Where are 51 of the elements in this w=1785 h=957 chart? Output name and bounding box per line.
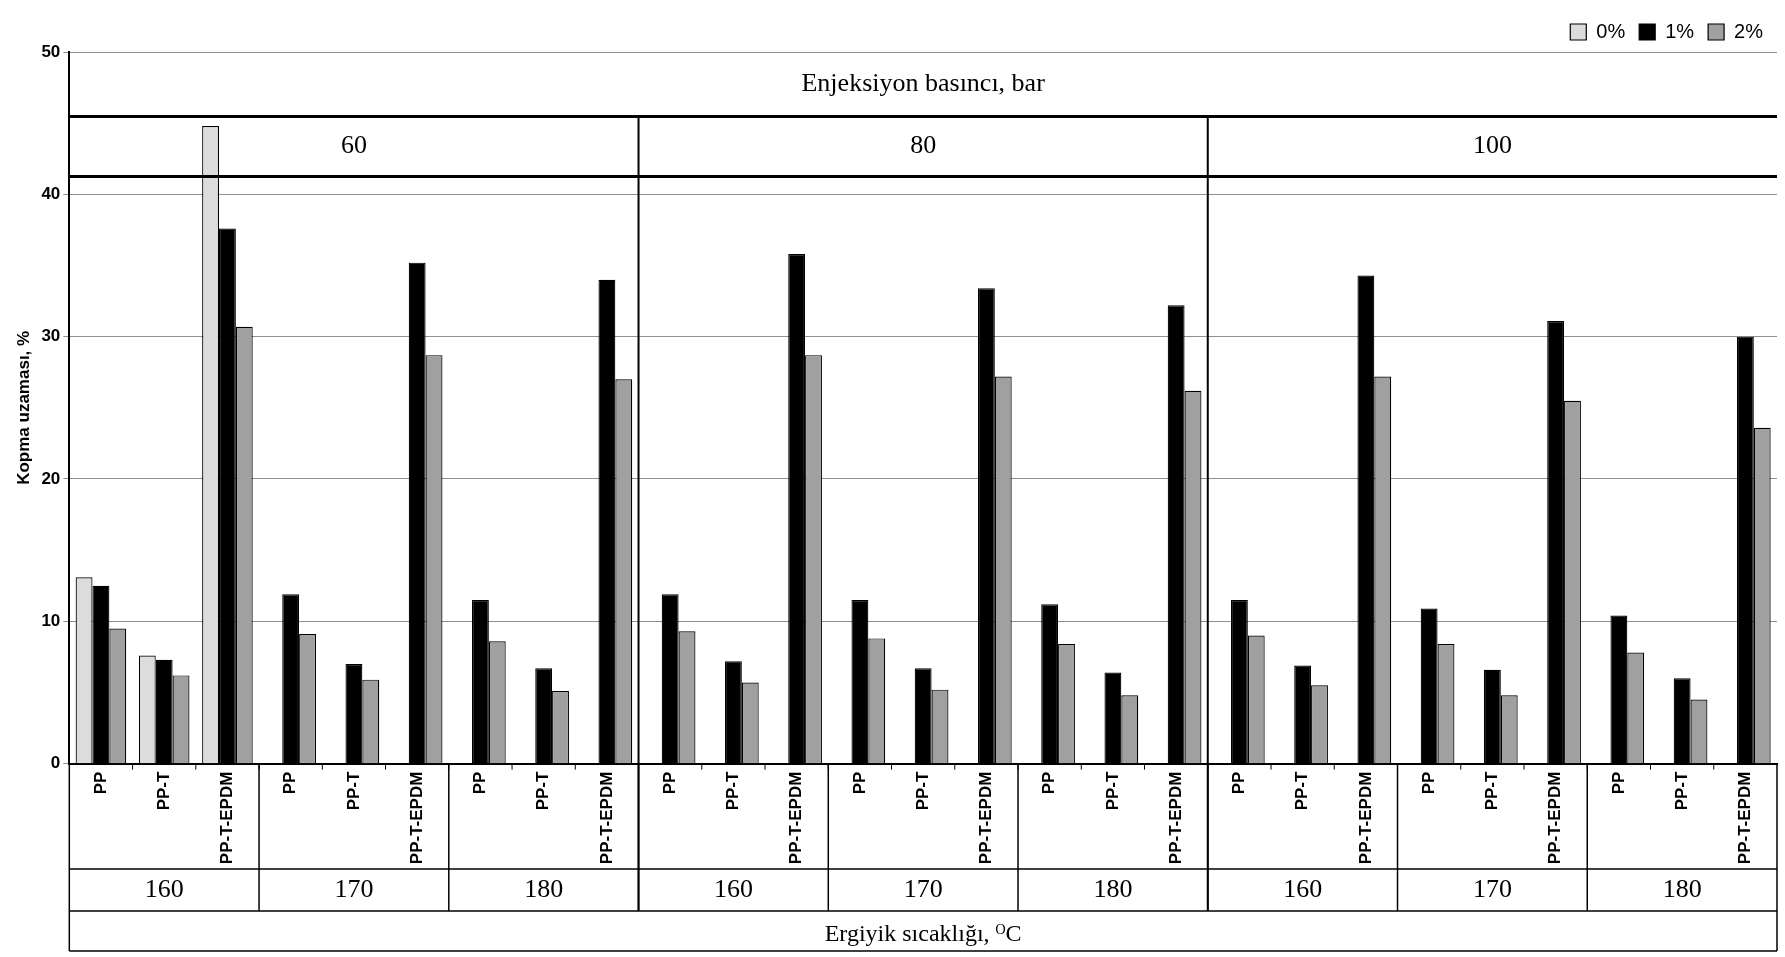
x-tick-label: PP-T-EPDM bbox=[976, 771, 996, 865]
x-tick-label: PP-T bbox=[153, 771, 173, 811]
y-tick-label: 10 bbox=[41, 611, 61, 630]
x-tick-label: PP-T bbox=[1671, 771, 1691, 811]
annotation: 60 bbox=[340, 130, 367, 160]
text: 170 bbox=[1472, 873, 1512, 903]
legend-label: 1% bbox=[1665, 19, 1695, 42]
x-tick-label: PP-T bbox=[723, 771, 743, 811]
y-tick-label: 20 bbox=[41, 468, 61, 488]
x-tick-label: PP-T-EPDM bbox=[1355, 771, 1375, 865]
x-tick-label: PP-T-EPDM bbox=[406, 771, 426, 865]
x-tick-label: PP bbox=[659, 771, 679, 795]
legend-label: 2% bbox=[1734, 19, 1764, 42]
text: 160 bbox=[1283, 873, 1323, 903]
annotation: 80 bbox=[910, 130, 937, 160]
text: 180 bbox=[1093, 873, 1133, 903]
x-tick-label: PP-T-EPDM bbox=[596, 771, 616, 865]
x-tick-label: PP bbox=[280, 771, 300, 795]
x-tick-label: PP bbox=[470, 771, 490, 795]
x-tick-label: PP-T-EPDM bbox=[217, 771, 237, 865]
text: 180 bbox=[524, 873, 564, 903]
x-tick-label: PP bbox=[1229, 771, 1249, 795]
y-tick-label: 30 bbox=[41, 326, 61, 346]
x-tick-label: PP bbox=[1608, 771, 1628, 795]
x-tick-label: PP bbox=[90, 771, 110, 795]
y-tick-label: 40 bbox=[41, 184, 61, 204]
x-tick-label: PP-T-EPDM bbox=[1735, 771, 1755, 865]
x-tick-label: PP-T-EPDM bbox=[1545, 771, 1565, 865]
annotation: Enjeksiyon basıncı, bar bbox=[801, 67, 1046, 97]
x-tick-label: PP-T-EPDM bbox=[786, 771, 806, 865]
y-axis-title: Kopma uzaması, % bbox=[13, 330, 33, 485]
x-axis-title: Ergiyik sıcaklığı, ᴼC bbox=[824, 919, 1022, 946]
text: 170 bbox=[334, 873, 374, 903]
annotation: 100 bbox=[1472, 130, 1512, 160]
x-tick-label: PP-T bbox=[533, 771, 553, 811]
text: 180 bbox=[1662, 873, 1702, 903]
text: 160 bbox=[144, 873, 184, 903]
x-tick-label: PP-T bbox=[1482, 771, 1502, 811]
x-tick-label: PP-T bbox=[1102, 771, 1122, 811]
x-tick-label: PP bbox=[1418, 771, 1438, 795]
y-tick-label: 50 bbox=[41, 41, 61, 61]
x-tick-label: PP bbox=[849, 771, 869, 795]
x-tick-label: PP-T bbox=[343, 771, 363, 811]
legend-label: 0% bbox=[1596, 19, 1626, 42]
x-tick-label: PP-T bbox=[1292, 771, 1312, 811]
x-tick-label: PP bbox=[1039, 771, 1059, 795]
text: 160 bbox=[713, 873, 753, 903]
x-tick-label: PP-T-EPDM bbox=[1165, 771, 1185, 865]
text: 170 bbox=[903, 873, 943, 903]
y-tick-label: 0 bbox=[50, 753, 61, 773]
x-tick-label: PP-T bbox=[912, 771, 932, 811]
